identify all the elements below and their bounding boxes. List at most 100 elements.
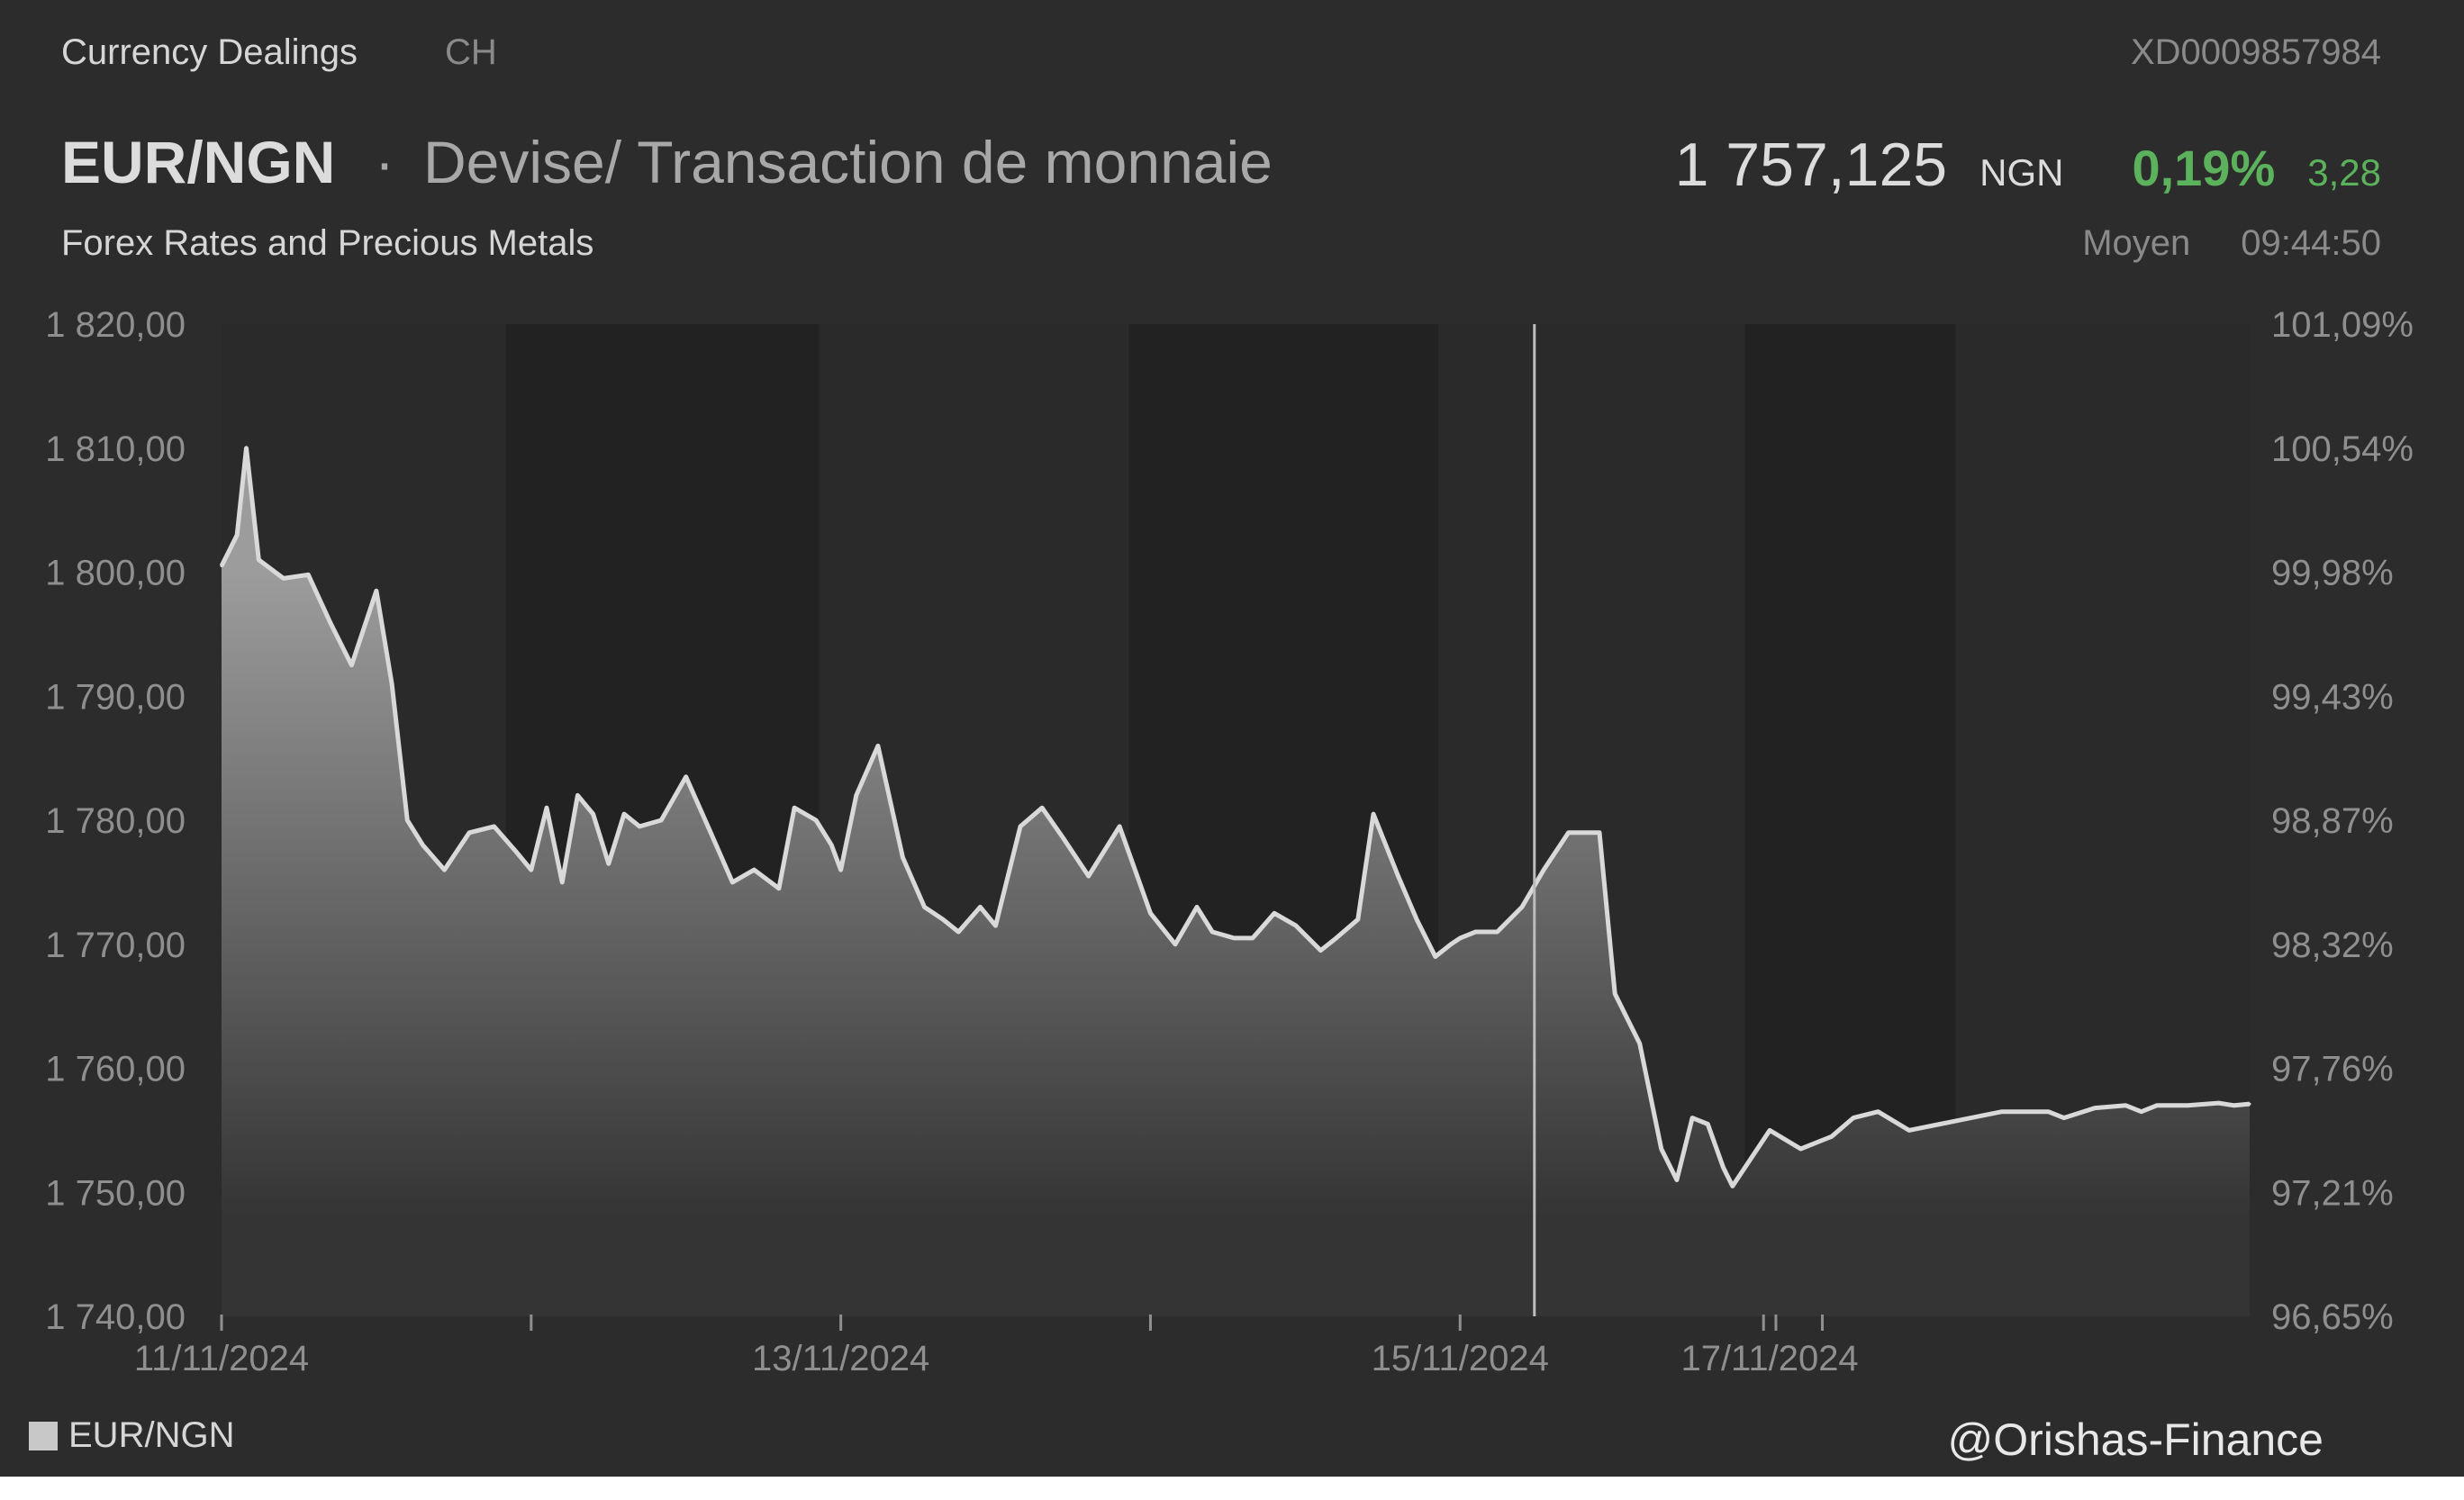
- data-point: [829, 844, 833, 847]
- data-point: [2233, 1104, 2236, 1107]
- data-point: [1567, 831, 1571, 835]
- y-tick-label-left: 1 800,00: [45, 554, 186, 593]
- series-line: [219, 446, 2251, 1188]
- y-tick-label-left: 1 790,00: [45, 677, 186, 717]
- price-type: Moyen: [2082, 223, 2191, 263]
- legend[interactable]: EUR/NGN: [29, 1415, 234, 1456]
- y-tick-label-right: 99,98%: [2271, 554, 2394, 593]
- data-point: [923, 905, 926, 908]
- data-point: [622, 812, 626, 816]
- data-point: [2000, 1110, 2004, 1114]
- data-point: [2031, 1110, 2034, 1114]
- data-point: [282, 576, 285, 580]
- data-point: [467, 831, 471, 835]
- series-area: [222, 447, 2250, 1316]
- data-point: [1876, 1110, 1880, 1114]
- data-point: [978, 905, 982, 908]
- data-point: [1598, 831, 1601, 835]
- data-point: [994, 924, 997, 927]
- data-point: [855, 793, 858, 797]
- data-point: [1273, 911, 1276, 915]
- data-point: [235, 533, 239, 537]
- data-point: [493, 825, 496, 828]
- data-point: [2186, 1104, 2189, 1107]
- data-point: [245, 447, 248, 450]
- y-tick-label-left: 1 820,00: [45, 305, 186, 345]
- data-point: [607, 862, 611, 865]
- data-point: [839, 868, 843, 872]
- change-absolute: 3,28: [2307, 151, 2381, 194]
- data-point: [1449, 943, 1453, 946]
- data-point: [1660, 1147, 1663, 1151]
- data-point: [1768, 1128, 1771, 1132]
- data-point: [1520, 905, 1524, 908]
- data-point: [1040, 806, 1044, 809]
- y-tick-label-left: 1 760,00: [45, 1050, 186, 1089]
- data-point: [1474, 930, 1477, 934]
- data-point: [1970, 1116, 1973, 1120]
- data-point: [1118, 825, 1121, 828]
- data-point: [2217, 1101, 2221, 1105]
- y-tick-label-right: 100,54%: [2271, 429, 2414, 469]
- y-tick-label-right: 96,65%: [2271, 1297, 2394, 1337]
- y-tick-label-right: 97,21%: [2271, 1173, 2394, 1213]
- data-point: [684, 775, 688, 779]
- instrument-description: Devise/ Transaction de monnaie: [423, 129, 1273, 195]
- data-point: [1496, 930, 1499, 934]
- data-point: [730, 881, 734, 884]
- data-point: [2062, 1116, 2066, 1120]
- data-point: [257, 558, 260, 562]
- data-point: [575, 793, 579, 797]
- data-point: [1397, 874, 1400, 878]
- data-point: [709, 831, 712, 835]
- y-tick-label-left: 1 810,00: [45, 429, 186, 469]
- data-point: [1356, 917, 1360, 921]
- section-label[interactable]: Currency Dealings: [61, 32, 358, 72]
- data-point: [1938, 1123, 1942, 1125]
- title-separator: ·: [375, 129, 394, 195]
- watermark: @Orishas-Finance: [1947, 1414, 2324, 1465]
- data-point: [2248, 1102, 2251, 1106]
- country-code: CH: [445, 32, 497, 72]
- data-point: [443, 868, 446, 872]
- data-point: [1210, 930, 1214, 934]
- y-tick-label-right: 101,09%: [2271, 305, 2414, 345]
- pair-title: EUR/NGN: [61, 129, 336, 195]
- data-point: [941, 917, 945, 921]
- data-point: [1232, 936, 1236, 940]
- data-point: [1675, 1179, 1679, 1181]
- data-point: [1907, 1128, 1911, 1132]
- data-point: [1458, 936, 1462, 940]
- data-point: [752, 868, 756, 872]
- data-point: [390, 682, 394, 685]
- data-point: [1319, 949, 1322, 953]
- data-point: [1731, 1184, 1735, 1188]
- data-point: [545, 806, 548, 809]
- data-point: [514, 849, 518, 853]
- legend-label: EUR/NGN: [68, 1415, 235, 1455]
- data-point: [2155, 1104, 2159, 1107]
- data-point: [1690, 1116, 1694, 1120]
- data-point: [2047, 1110, 2050, 1114]
- y-tick-label-left: 1 770,00: [45, 926, 186, 965]
- data-point: [876, 744, 880, 747]
- price-currency: NGN: [1979, 151, 2064, 194]
- data-point: [1852, 1116, 1855, 1120]
- x-tick-label: 15/11/2024: [1372, 1339, 1549, 1378]
- data-point: [1335, 936, 1338, 940]
- data-point: [421, 844, 424, 847]
- y-tick-label-right: 99,43%: [2271, 677, 2394, 717]
- data-point: [1372, 812, 1375, 816]
- data-point: [1638, 1042, 1642, 1045]
- change-percent: 0,19%: [2132, 140, 2276, 196]
- data-point: [1019, 825, 1022, 828]
- price-time: 09:44:50: [2241, 223, 2381, 263]
- data-point: [2124, 1104, 2127, 1107]
- data-point: [328, 620, 331, 624]
- data-point: [814, 818, 818, 822]
- price-meta: Moyen 09:44:50: [2082, 223, 2381, 264]
- x-tick-label: 17/11/2024: [1680, 1339, 1858, 1378]
- data-point: [592, 812, 595, 816]
- data-point: [306, 573, 310, 576]
